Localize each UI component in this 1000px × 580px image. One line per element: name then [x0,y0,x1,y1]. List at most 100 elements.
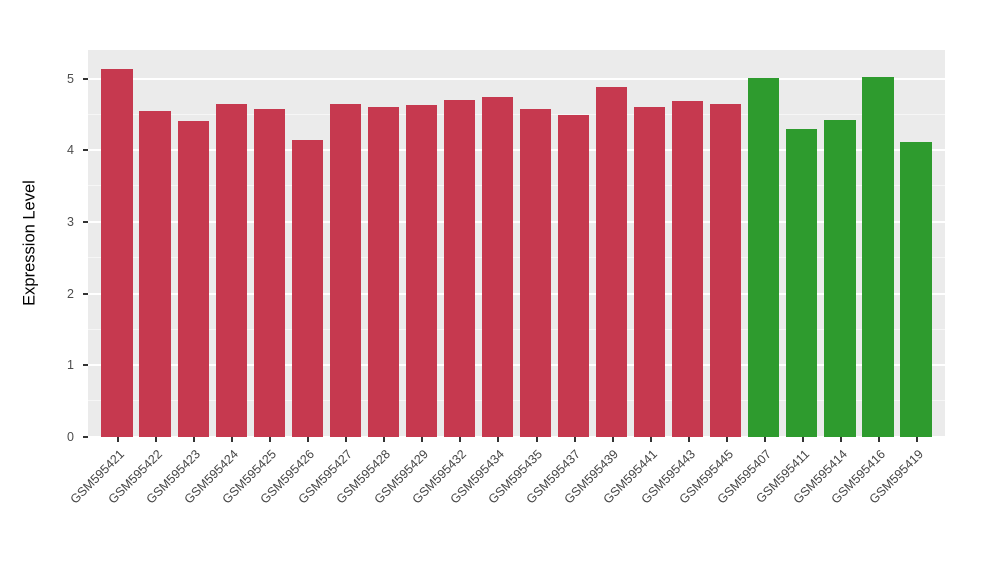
x-tick [155,437,158,442]
x-tick [497,437,500,442]
x-tick [916,437,918,442]
x-tick [383,437,386,442]
y-tick [83,436,88,438]
y-tick [83,77,88,80]
gridline-minor [88,256,945,258]
bar [481,96,514,437]
bar-slot [631,50,669,437]
x-axis-slot: GSM595421 [67,437,136,572]
gridline-minor [88,328,945,330]
x-axis-slot: GSM595424 [182,437,250,572]
x-axis-slot: GSM595441 [600,437,669,572]
bar [786,128,818,437]
bar-slot [250,50,288,437]
gridline-minor [88,185,945,187]
bar-slot [707,50,745,437]
gridline-major [88,149,945,152]
x-tick [421,437,424,442]
bar-slot [212,50,250,437]
y-tick-label: 2 [67,286,74,301]
bar [367,107,399,437]
bar [557,114,590,437]
x-tick [801,437,804,442]
y-tick-label: 5 [67,71,74,86]
x-axis-slot: GSM595423 [143,437,212,572]
bar-slot [326,50,364,437]
x-axis-slot: GSM595414 [790,437,859,572]
bar-slot [174,50,212,437]
bar-slot [593,50,631,437]
bar [824,119,856,437]
bar-slot [478,50,516,437]
x-tick [687,437,690,442]
gridline-minor [88,400,945,402]
x-tick [459,437,462,442]
x-tick [345,437,348,442]
y-tick-label: 1 [67,358,74,373]
x-axis-slot: GSM595437 [524,437,593,572]
x-axis-slot: GSM595426 [258,437,326,572]
bar-slot [136,50,174,437]
x-tick [611,437,614,442]
bar-slot [783,50,821,437]
bar [596,87,628,437]
x-tick [193,437,196,442]
bar [101,69,133,437]
x-axis-slot: GSM595432 [410,437,478,572]
x-axis-slot: GSM595435 [486,437,555,572]
x-axis-slot: GSM595429 [372,437,440,572]
bar [329,104,361,437]
x-tick [839,437,842,442]
bar-slot [364,50,402,437]
y-tick [83,221,88,223]
x-tick [877,437,880,442]
gridline-major [88,221,945,223]
x-tick [763,437,766,442]
bar [291,140,323,437]
bar-slot [402,50,440,437]
chart-panel [88,50,945,438]
x-axis-slot: GSM595443 [638,437,707,572]
x-axis-slot: GSM595416 [828,437,897,572]
x-axis-slot: GSM595427 [296,437,364,572]
x-axis-slot: GSM595425 [220,437,288,572]
bar [900,141,932,437]
bar [710,104,742,437]
bar-slot [859,50,897,437]
x-axis: GSM595421 GSM595422 GSM595423 GSM595424 GSM5… [67,437,945,572]
bar [215,103,247,437]
x-axis-slot: GSM595445 [676,437,745,572]
y-tick-label: 0 [67,430,74,444]
gridline-major [88,292,945,295]
y-axis: 0 1 2 3 4 5 [0,50,88,444]
y-tick-label: 3 [67,215,74,229]
x-axis-slot: GSM595419 [866,437,935,572]
bar [405,105,437,437]
x-tick [269,437,272,442]
bar [672,100,704,437]
x-axis-slot: GSM595428 [334,437,402,572]
x-tick [649,437,652,442]
bar-slot [745,50,783,437]
x-tick [573,437,576,442]
bar [634,106,666,437]
bar-slot [669,50,707,437]
bar-slot [440,50,478,437]
y-tick [83,149,88,152]
gridline-major [88,436,945,438]
y-tick [83,364,88,367]
gridline-major [88,77,945,80]
x-axis-slot: GSM595407 [714,437,783,572]
x-tick [307,437,310,442]
bar [519,109,552,437]
x-axis-slot: GSM595411 [753,437,821,572]
x-tick [535,437,538,442]
bar [253,109,285,437]
x-tick [117,437,120,442]
x-axis-slot: GSM595434 [448,437,516,572]
bar [748,77,780,437]
bar-slot [821,50,859,437]
bar-slot [517,50,555,437]
x-tick [231,437,234,442]
